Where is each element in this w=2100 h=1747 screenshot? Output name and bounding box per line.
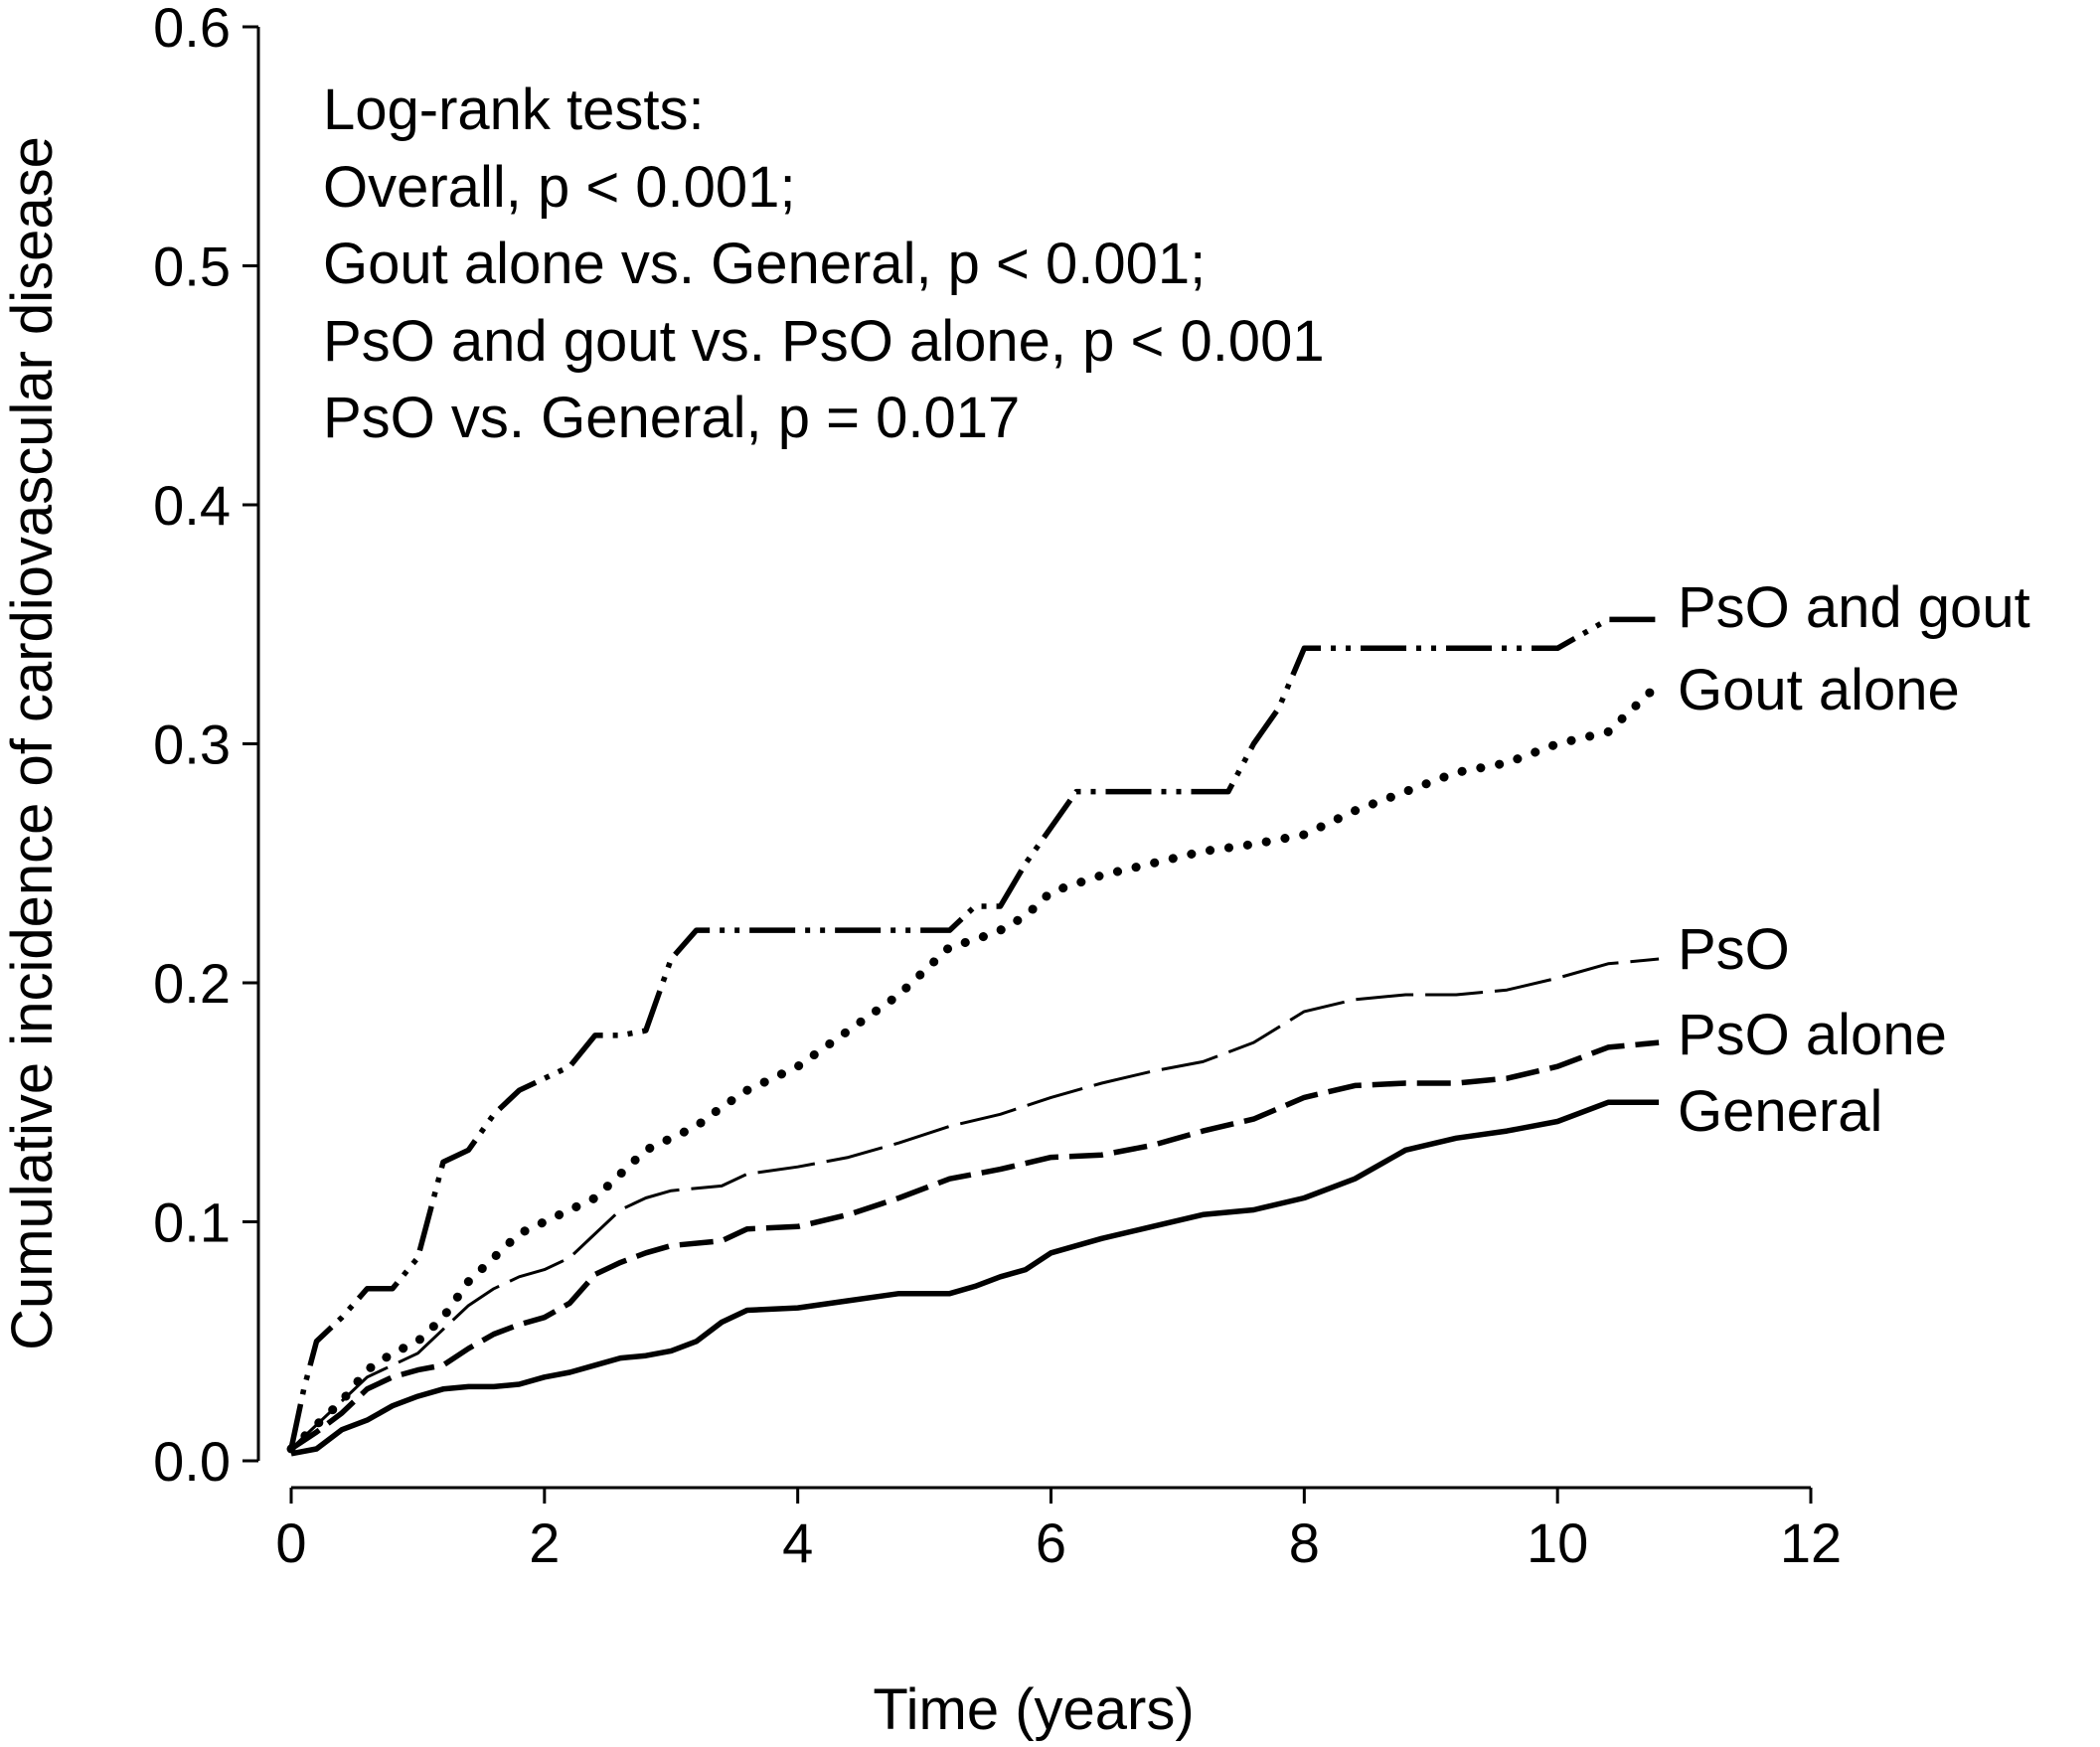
x-tick-label: 2 <box>529 1511 560 1574</box>
series-label-pso-and-gout: PsO and gout <box>1678 575 2030 640</box>
series-label-pso: PsO <box>1678 917 1790 982</box>
annotation-line: PsO and gout vs. PsO alone, p < 0.001 <box>323 309 1325 374</box>
x-tick-label: 10 <box>1527 1511 1588 1574</box>
series-line-pso-alone <box>289 1039 1660 1452</box>
annotation-line: Gout alone vs. General, p < 0.001; <box>323 232 1206 296</box>
annotation-line: Overall, p < 0.001; <box>323 155 796 220</box>
annotation-line: PsO vs. General, p = 0.017 <box>323 386 1020 450</box>
series-label-pso-alone: PsO alone <box>1678 1003 1947 1067</box>
series-label-general: General <box>1678 1079 1882 1144</box>
y-tick-label: 0.1 <box>153 1191 231 1254</box>
series-lines <box>286 616 1664 1457</box>
x-tick-label: 6 <box>1036 1511 1066 1574</box>
series-labels: PsO and gout Gout alone PsO PsO alone Genera… <box>1678 575 2030 1144</box>
series-line-general <box>290 1099 1660 1457</box>
x-axis-title: Time (years) <box>873 1677 1194 1742</box>
series-label-gout-alone: Gout alone <box>1678 658 1960 722</box>
y-axis-title: Cumulative incidence of cardiovascular d… <box>0 136 65 1350</box>
y-tick-label: 0.4 <box>153 474 231 537</box>
series-line-gout-alone <box>286 679 1664 1454</box>
y-tick-label: 0.2 <box>153 952 231 1015</box>
x-tick-label: 12 <box>1780 1511 1842 1574</box>
log-rank-annotation: Log-rank tests: Overall, p < 0.001; Gout a… <box>323 78 1325 450</box>
y-tick-label: 0.5 <box>153 236 231 298</box>
axes: 0.0 0.1 0.2 0.3 0.4 0.5 0.6 0 2 4 6 8 10 12 Time (year… <box>0 0 1842 1742</box>
series-line-pso <box>289 957 1660 1451</box>
series-line-pso-and-gout <box>288 616 1660 1450</box>
y-tick-label: 0.0 <box>153 1430 231 1493</box>
x-tick-label: 4 <box>782 1511 813 1574</box>
y-tick-label: 0.6 <box>153 0 231 59</box>
annotation-line: Log-rank tests: <box>323 78 705 142</box>
x-tick-label: 8 <box>1289 1511 1320 1574</box>
y-tick-label: 0.3 <box>153 714 231 776</box>
x-tick-label: 0 <box>275 1511 306 1574</box>
